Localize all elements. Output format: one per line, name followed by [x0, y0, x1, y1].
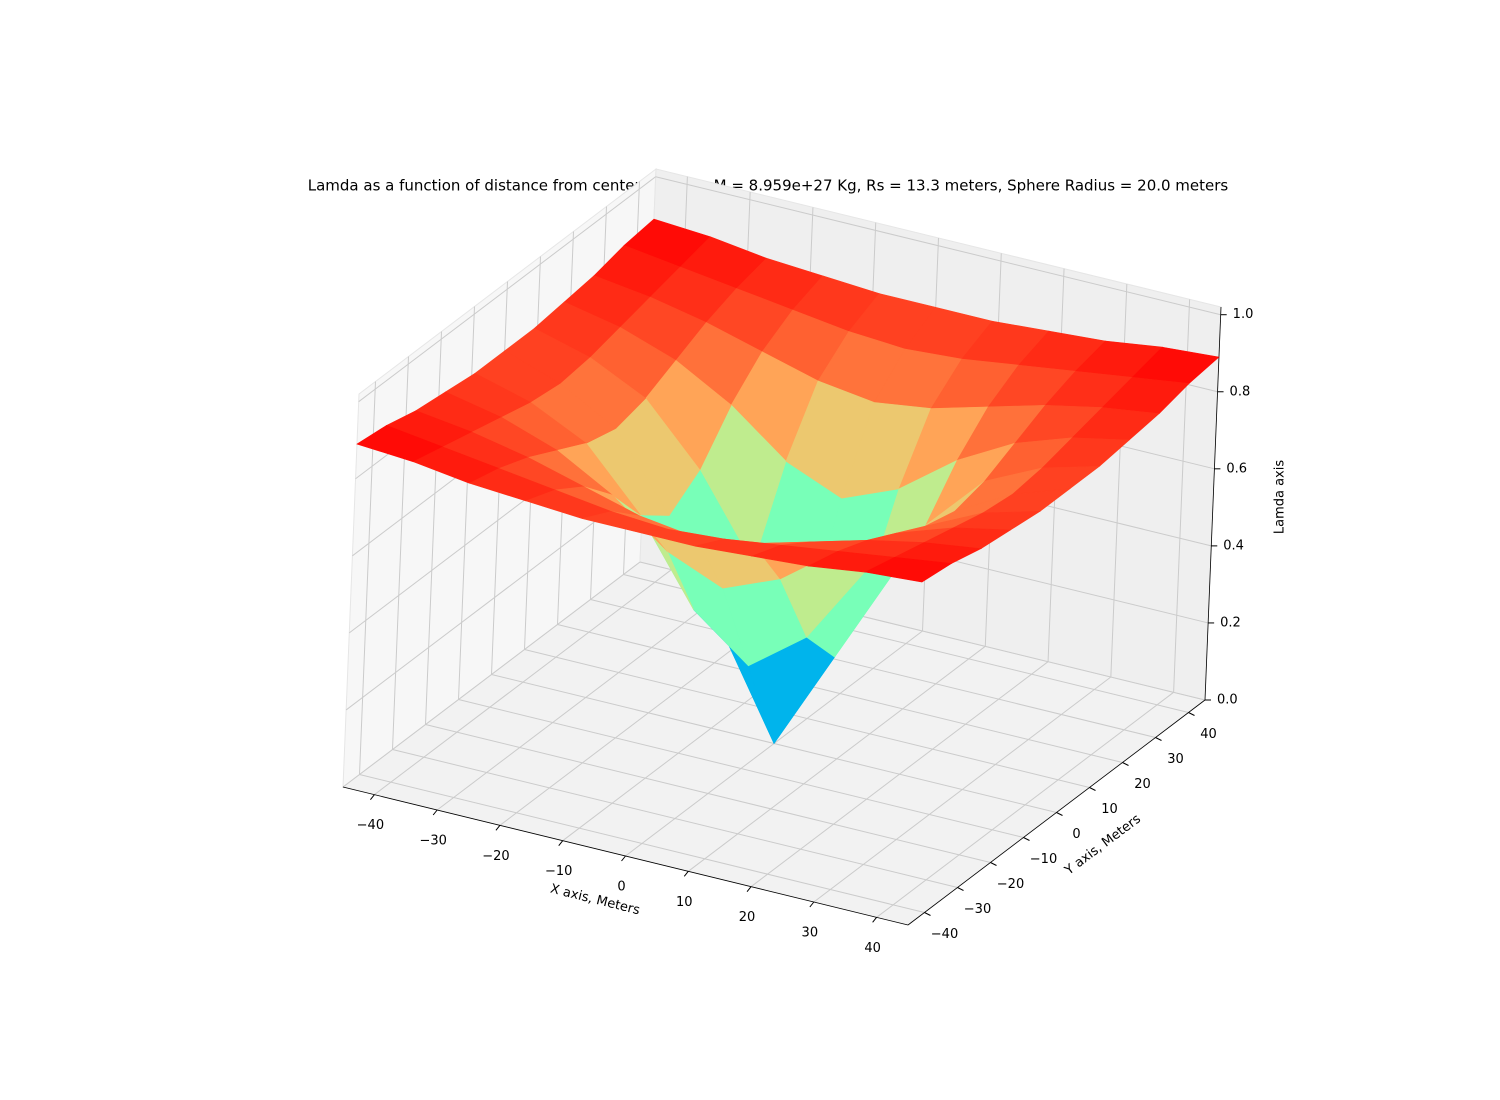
y-tick	[1122, 762, 1129, 766]
x-tick-label: −40	[357, 818, 384, 833]
y-tick	[1056, 812, 1063, 816]
surface-patch	[864, 557, 953, 583]
grid-line	[557, 624, 1123, 763]
z-tick-label: 0.4	[1223, 538, 1244, 553]
y-tick	[1155, 737, 1162, 741]
z-tick-label: 0.8	[1230, 384, 1251, 399]
y-tick-label: −20	[997, 877, 1024, 892]
x-tick-label: −30	[419, 834, 446, 849]
chart-title: Lamda as a function of distance from cen…	[308, 177, 1229, 195]
grid-line	[655, 176, 1221, 316]
y-tick	[957, 887, 964, 891]
z-axis-label: Lamda axis	[1273, 460, 1288, 534]
y-tick-label: 40	[1200, 727, 1217, 742]
x-tick-label: 30	[802, 926, 819, 941]
x-tick	[558, 840, 564, 846]
y-tick	[1023, 837, 1030, 841]
x-tick-label: −10	[545, 864, 572, 879]
y-tick	[1188, 712, 1195, 716]
y-tick-label: 0	[1072, 827, 1080, 842]
x-tick	[683, 871, 689, 877]
y-tick-label: 10	[1101, 802, 1118, 817]
y-axis	[907, 699, 1206, 926]
x-axis-label: X axis, Meters	[549, 882, 642, 919]
z-tick-label: 0.6	[1226, 461, 1247, 476]
x-tick-label: 40	[864, 941, 881, 956]
z-tick-label: 0.0	[1217, 693, 1238, 708]
grid-line	[590, 599, 1156, 738]
y-tick-label: −30	[964, 902, 991, 917]
x-tick-label: −20	[482, 849, 509, 864]
grid-line	[345, 484, 644, 711]
z-tick-label: 1.0	[1233, 307, 1254, 322]
z-tick-label: 0.2	[1220, 615, 1241, 630]
grid-line	[342, 561, 641, 788]
z-axis	[1204, 306, 1222, 701]
x-tick	[872, 917, 878, 923]
grid-line	[524, 649, 1090, 788]
x-tick	[621, 855, 626, 862]
y-tick-label: −40	[931, 927, 958, 942]
y-tick	[924, 912, 931, 916]
x-axis	[342, 786, 909, 926]
x-tick-label: 20	[739, 910, 756, 925]
grid-line	[358, 176, 656, 403]
x-tick	[746, 886, 752, 892]
x-tick	[369, 794, 375, 800]
grid-line	[458, 699, 1024, 838]
x-tick	[432, 809, 438, 816]
y-tick-label: 20	[1134, 777, 1151, 792]
y-tick-label: −10	[1030, 852, 1057, 867]
x-tick-label: 10	[676, 895, 693, 910]
x-tick-label: 0	[617, 880, 625, 895]
y-tick	[1089, 787, 1096, 791]
grid-line	[359, 774, 925, 913]
x-tick	[809, 901, 815, 908]
y-axis-label: Y axis, Meters	[1061, 812, 1144, 879]
y-tick	[990, 862, 997, 866]
x-tick	[495, 825, 501, 831]
grid-line	[458, 306, 475, 700]
grid-line	[425, 724, 991, 863]
y-tick-label: 30	[1167, 752, 1184, 767]
grid-line	[392, 749, 958, 888]
